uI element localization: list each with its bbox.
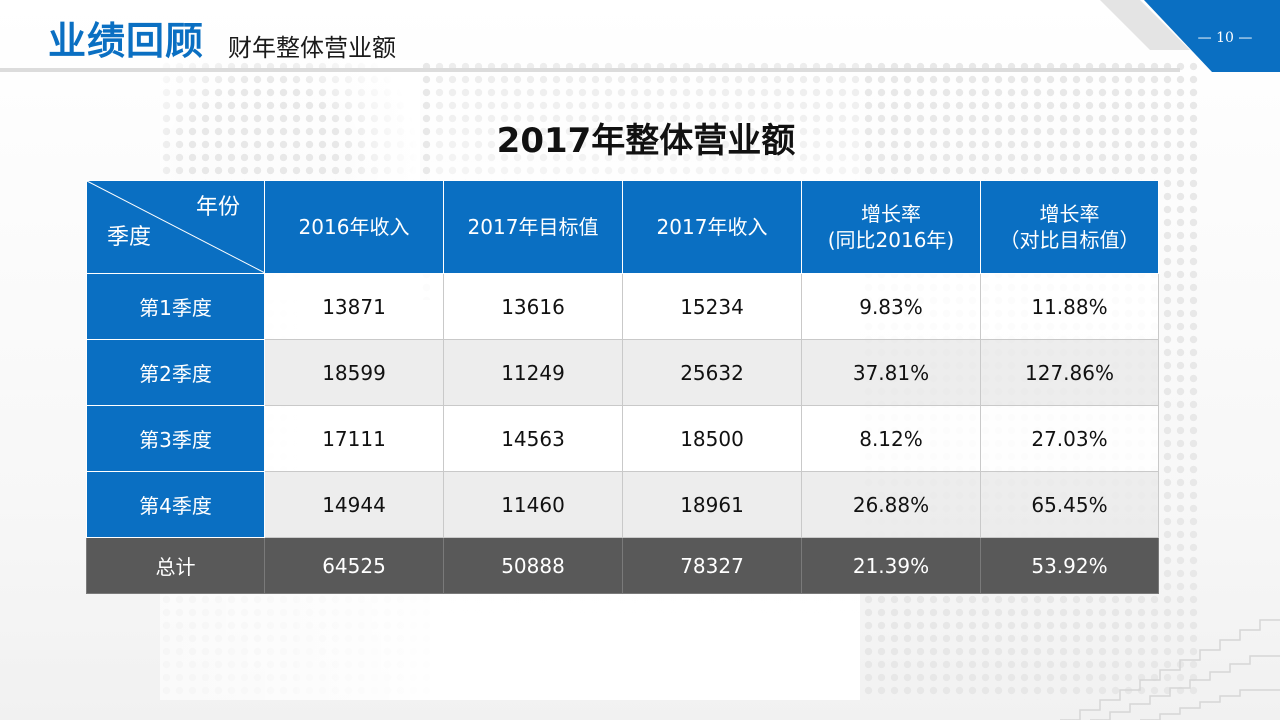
total-cell: 21.39% (801, 537, 981, 594)
table-cell: 11249 (443, 339, 623, 406)
diagonal-divider (87, 181, 265, 273)
table-row: 第1季度 13871 13616 15234 9.83% 11.88% (86, 273, 1159, 340)
corner-header-cell: 年份 季度 (86, 180, 265, 274)
row-label: 第2季度 (86, 339, 265, 406)
corner-label-year: 年份 (195, 195, 240, 220)
total-row: 总计 64525 50888 78327 21.39% 53.92% (86, 537, 1159, 594)
revenue-table: 年份 季度 2016年收入 2017年目标值 2017年收入 增长率 (同比201… (86, 180, 1159, 594)
section-title: 业绩回顾 (48, 19, 205, 63)
table-cell: 18961 (622, 471, 802, 538)
table-cell: 9.83% (801, 273, 981, 340)
table-cell: 65.45% (980, 471, 1159, 538)
table-cell: 14563 (443, 405, 623, 472)
column-header: 增长率 （对比目标值） (980, 180, 1159, 274)
column-header: 2017年收入 (622, 180, 802, 274)
row-label: 第1季度 (86, 273, 265, 340)
column-header-subline: (同比2016年) (827, 228, 955, 252)
column-header-line: 增长率 (1039, 202, 1100, 226)
total-cell: 50888 (443, 537, 623, 594)
table-row: 第3季度 17111 14563 18500 8.12% 27.03% (86, 405, 1159, 472)
total-cell: 64525 (264, 537, 444, 594)
staircase-decoration (1060, 619, 1280, 720)
row-label: 第4季度 (86, 471, 265, 538)
column-header-line: 2017年收入 (656, 215, 768, 239)
column-header-line: 增长率 (861, 202, 921, 226)
row-label: 第3季度 (86, 405, 265, 472)
table-cell: 11460 (443, 471, 623, 538)
table-cell: 18599 (264, 339, 444, 406)
table-cell: 18500 (622, 405, 802, 472)
table-cell: 37.81% (801, 339, 981, 406)
column-header-line: 2016年收入 (298, 215, 410, 239)
table-cell: 13871 (264, 273, 444, 340)
header-rule (0, 68, 1180, 72)
column-header-line: 2017年目标值 (467, 215, 599, 239)
column-header-subline: （对比目标值） (999, 228, 1140, 252)
column-header: 2016年收入 (264, 180, 444, 274)
section-subtitle: 财年整体营业额 (228, 34, 396, 62)
table-row: 第2季度 18599 11249 25632 37.81% 127.86% (86, 339, 1159, 406)
table-cell: 14944 (264, 471, 444, 538)
table-header-row: 年份 季度 2016年收入 2017年目标值 2017年收入 增长率 (同比201… (86, 180, 1159, 274)
column-header: 2017年目标值 (443, 180, 623, 274)
table-cell: 15234 (622, 273, 802, 340)
page-number: — 10 — (1197, 30, 1253, 46)
table-cell: 26.88% (801, 471, 981, 538)
corner-label-quarter: 季度 (107, 225, 152, 250)
total-cell: 78327 (622, 537, 802, 594)
table-cell: 17111 (264, 405, 444, 472)
table-cell: 25632 (622, 339, 802, 406)
total-label: 总计 (86, 537, 265, 594)
table-cell: 27.03% (980, 405, 1159, 472)
table-title: 2017年整体营业额 (496, 121, 796, 161)
total-cell: 53.92% (980, 537, 1159, 594)
table-cell: 11.88% (980, 273, 1159, 340)
column-header: 增长率 (同比2016年) (801, 180, 981, 274)
table-cell: 8.12% (801, 405, 981, 472)
table-cell: 127.86% (980, 339, 1159, 406)
table-row: 第4季度 14944 11460 18961 26.88% 65.45% (86, 471, 1159, 538)
corner-decoration (1100, 0, 1280, 72)
table-cell: 13616 (443, 273, 623, 340)
